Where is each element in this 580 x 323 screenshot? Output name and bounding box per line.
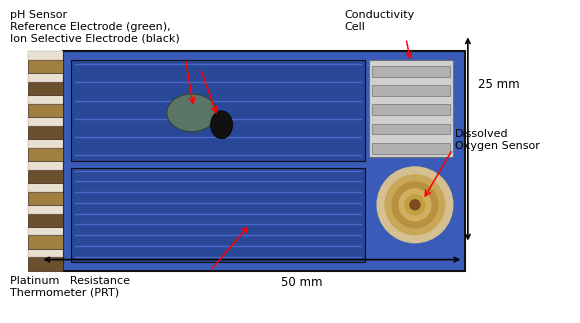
Text: Platinum   Resistance
Thermometer (PRT): Platinum Resistance Thermometer (PRT) — [10, 276, 130, 297]
Circle shape — [399, 189, 431, 221]
Bar — [28, 249, 63, 257]
Bar — [28, 205, 63, 214]
Bar — [28, 139, 63, 148]
Bar — [28, 73, 63, 82]
Bar — [63, 51, 465, 271]
Bar — [71, 168, 365, 262]
Text: 50 mm: 50 mm — [281, 276, 322, 289]
Bar — [28, 51, 63, 60]
Circle shape — [392, 182, 438, 228]
Bar — [28, 60, 63, 73]
Bar — [28, 214, 63, 227]
Bar — [372, 104, 450, 115]
Text: pH Sensor
Reference Electrode (green),
Ion Selective Electrode (black): pH Sensor Reference Electrode (green), I… — [10, 10, 180, 44]
Circle shape — [385, 175, 445, 235]
Bar — [28, 126, 63, 139]
Bar — [28, 161, 63, 170]
Circle shape — [410, 200, 420, 210]
Bar — [369, 60, 453, 157]
Bar — [28, 227, 63, 235]
Bar — [28, 148, 63, 161]
Bar — [28, 183, 63, 192]
Bar — [71, 60, 365, 161]
Bar — [28, 192, 63, 205]
Bar — [28, 257, 63, 271]
Bar — [28, 170, 63, 183]
Text: 25 mm: 25 mm — [478, 78, 519, 91]
Bar — [28, 117, 63, 126]
Ellipse shape — [211, 111, 233, 139]
Bar — [28, 95, 63, 104]
Text: Conductivity
Cell: Conductivity Cell — [345, 10, 415, 32]
Bar — [372, 66, 450, 77]
Text: Dissolved
Oxygen Sensor: Dissolved Oxygen Sensor — [455, 129, 539, 151]
Bar — [372, 124, 450, 134]
Bar — [372, 143, 450, 154]
Circle shape — [405, 195, 425, 215]
Ellipse shape — [167, 94, 216, 132]
Bar — [28, 235, 63, 249]
Bar — [28, 104, 63, 117]
Bar — [28, 82, 63, 95]
Bar — [372, 85, 450, 96]
Circle shape — [377, 167, 453, 243]
